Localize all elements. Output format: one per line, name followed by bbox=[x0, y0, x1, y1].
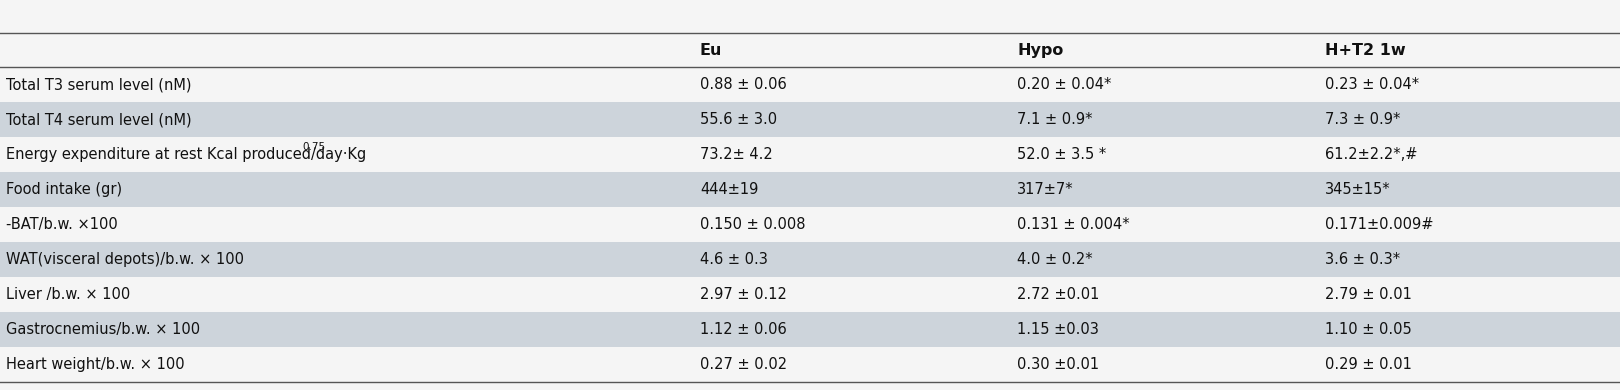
Text: 1.12 ± 0.06: 1.12 ± 0.06 bbox=[700, 322, 787, 337]
Text: -BAT/b.w. ×100: -BAT/b.w. ×100 bbox=[6, 217, 118, 232]
Text: Energy expenditure at rest Kcal produced/day·Kg: Energy expenditure at rest Kcal produced… bbox=[6, 147, 366, 162]
Text: 55.6 ± 3.0: 55.6 ± 3.0 bbox=[700, 112, 778, 128]
Text: 0.150 ± 0.008: 0.150 ± 0.008 bbox=[700, 217, 805, 232]
Text: Hypo: Hypo bbox=[1017, 43, 1064, 58]
Text: 0.30 ±0.01: 0.30 ±0.01 bbox=[1017, 357, 1100, 372]
Text: Total T3 serum level (nM): Total T3 serum level (nM) bbox=[6, 77, 193, 92]
Text: WAT(visceral depots)/b.w. × 100: WAT(visceral depots)/b.w. × 100 bbox=[6, 252, 245, 267]
Text: 1.10 ± 0.05: 1.10 ± 0.05 bbox=[1325, 322, 1413, 337]
Text: 3.6 ± 0.3*: 3.6 ± 0.3* bbox=[1325, 252, 1400, 267]
Bar bbox=[0, 33, 1620, 67]
Bar bbox=[0, 102, 1620, 137]
Bar bbox=[0, 172, 1620, 207]
Text: Total T4 serum level (nM): Total T4 serum level (nM) bbox=[6, 112, 193, 128]
Text: 0.20 ± 0.04*: 0.20 ± 0.04* bbox=[1017, 77, 1111, 92]
Bar bbox=[0, 137, 1620, 172]
Text: 0.131 ± 0.004*: 0.131 ± 0.004* bbox=[1017, 217, 1131, 232]
Bar bbox=[0, 347, 1620, 382]
Text: 317±7*: 317±7* bbox=[1017, 182, 1074, 197]
Text: Liver /b.w. × 100: Liver /b.w. × 100 bbox=[6, 287, 131, 302]
Text: 52.0 ± 3.5 *: 52.0 ± 3.5 * bbox=[1017, 147, 1106, 162]
Text: 0.23 ± 0.04*: 0.23 ± 0.04* bbox=[1325, 77, 1419, 92]
Text: H+T2 1w: H+T2 1w bbox=[1325, 43, 1406, 58]
Text: 1.15 ±0.03: 1.15 ±0.03 bbox=[1017, 322, 1100, 337]
Text: 4.6 ± 0.3: 4.6 ± 0.3 bbox=[700, 252, 768, 267]
Text: 2.79 ± 0.01: 2.79 ± 0.01 bbox=[1325, 287, 1413, 302]
Bar bbox=[0, 207, 1620, 242]
Bar bbox=[0, 242, 1620, 277]
Text: Heart weight/b.w. × 100: Heart weight/b.w. × 100 bbox=[6, 357, 185, 372]
Text: 7.1 ± 0.9*: 7.1 ± 0.9* bbox=[1017, 112, 1094, 128]
Text: 4.0 ± 0.2*: 4.0 ± 0.2* bbox=[1017, 252, 1094, 267]
Text: 345±15*: 345±15* bbox=[1325, 182, 1392, 197]
Text: 61.2±2.2*,#: 61.2±2.2*,# bbox=[1325, 147, 1418, 162]
Text: 2.97 ± 0.12: 2.97 ± 0.12 bbox=[700, 287, 787, 302]
Text: 444±19: 444±19 bbox=[700, 182, 758, 197]
Text: Gastrocnemius/b.w. × 100: Gastrocnemius/b.w. × 100 bbox=[6, 322, 201, 337]
Text: 73.2± 4.2: 73.2± 4.2 bbox=[700, 147, 773, 162]
Bar bbox=[0, 312, 1620, 347]
Text: 7.3 ± 0.9*: 7.3 ± 0.9* bbox=[1325, 112, 1401, 128]
Text: 2.72 ±0.01: 2.72 ±0.01 bbox=[1017, 287, 1100, 302]
Text: Eu: Eu bbox=[700, 43, 723, 58]
Text: 0.75: 0.75 bbox=[303, 142, 326, 152]
Bar bbox=[0, 67, 1620, 102]
Text: 0.27 ± 0.02: 0.27 ± 0.02 bbox=[700, 357, 787, 372]
Bar bbox=[0, 277, 1620, 312]
Text: 0.29 ± 0.01: 0.29 ± 0.01 bbox=[1325, 357, 1413, 372]
Text: 0.171±0.009#: 0.171±0.009# bbox=[1325, 217, 1434, 232]
Text: 0.88 ± 0.06: 0.88 ± 0.06 bbox=[700, 77, 787, 92]
Text: Food intake (gr): Food intake (gr) bbox=[6, 182, 123, 197]
